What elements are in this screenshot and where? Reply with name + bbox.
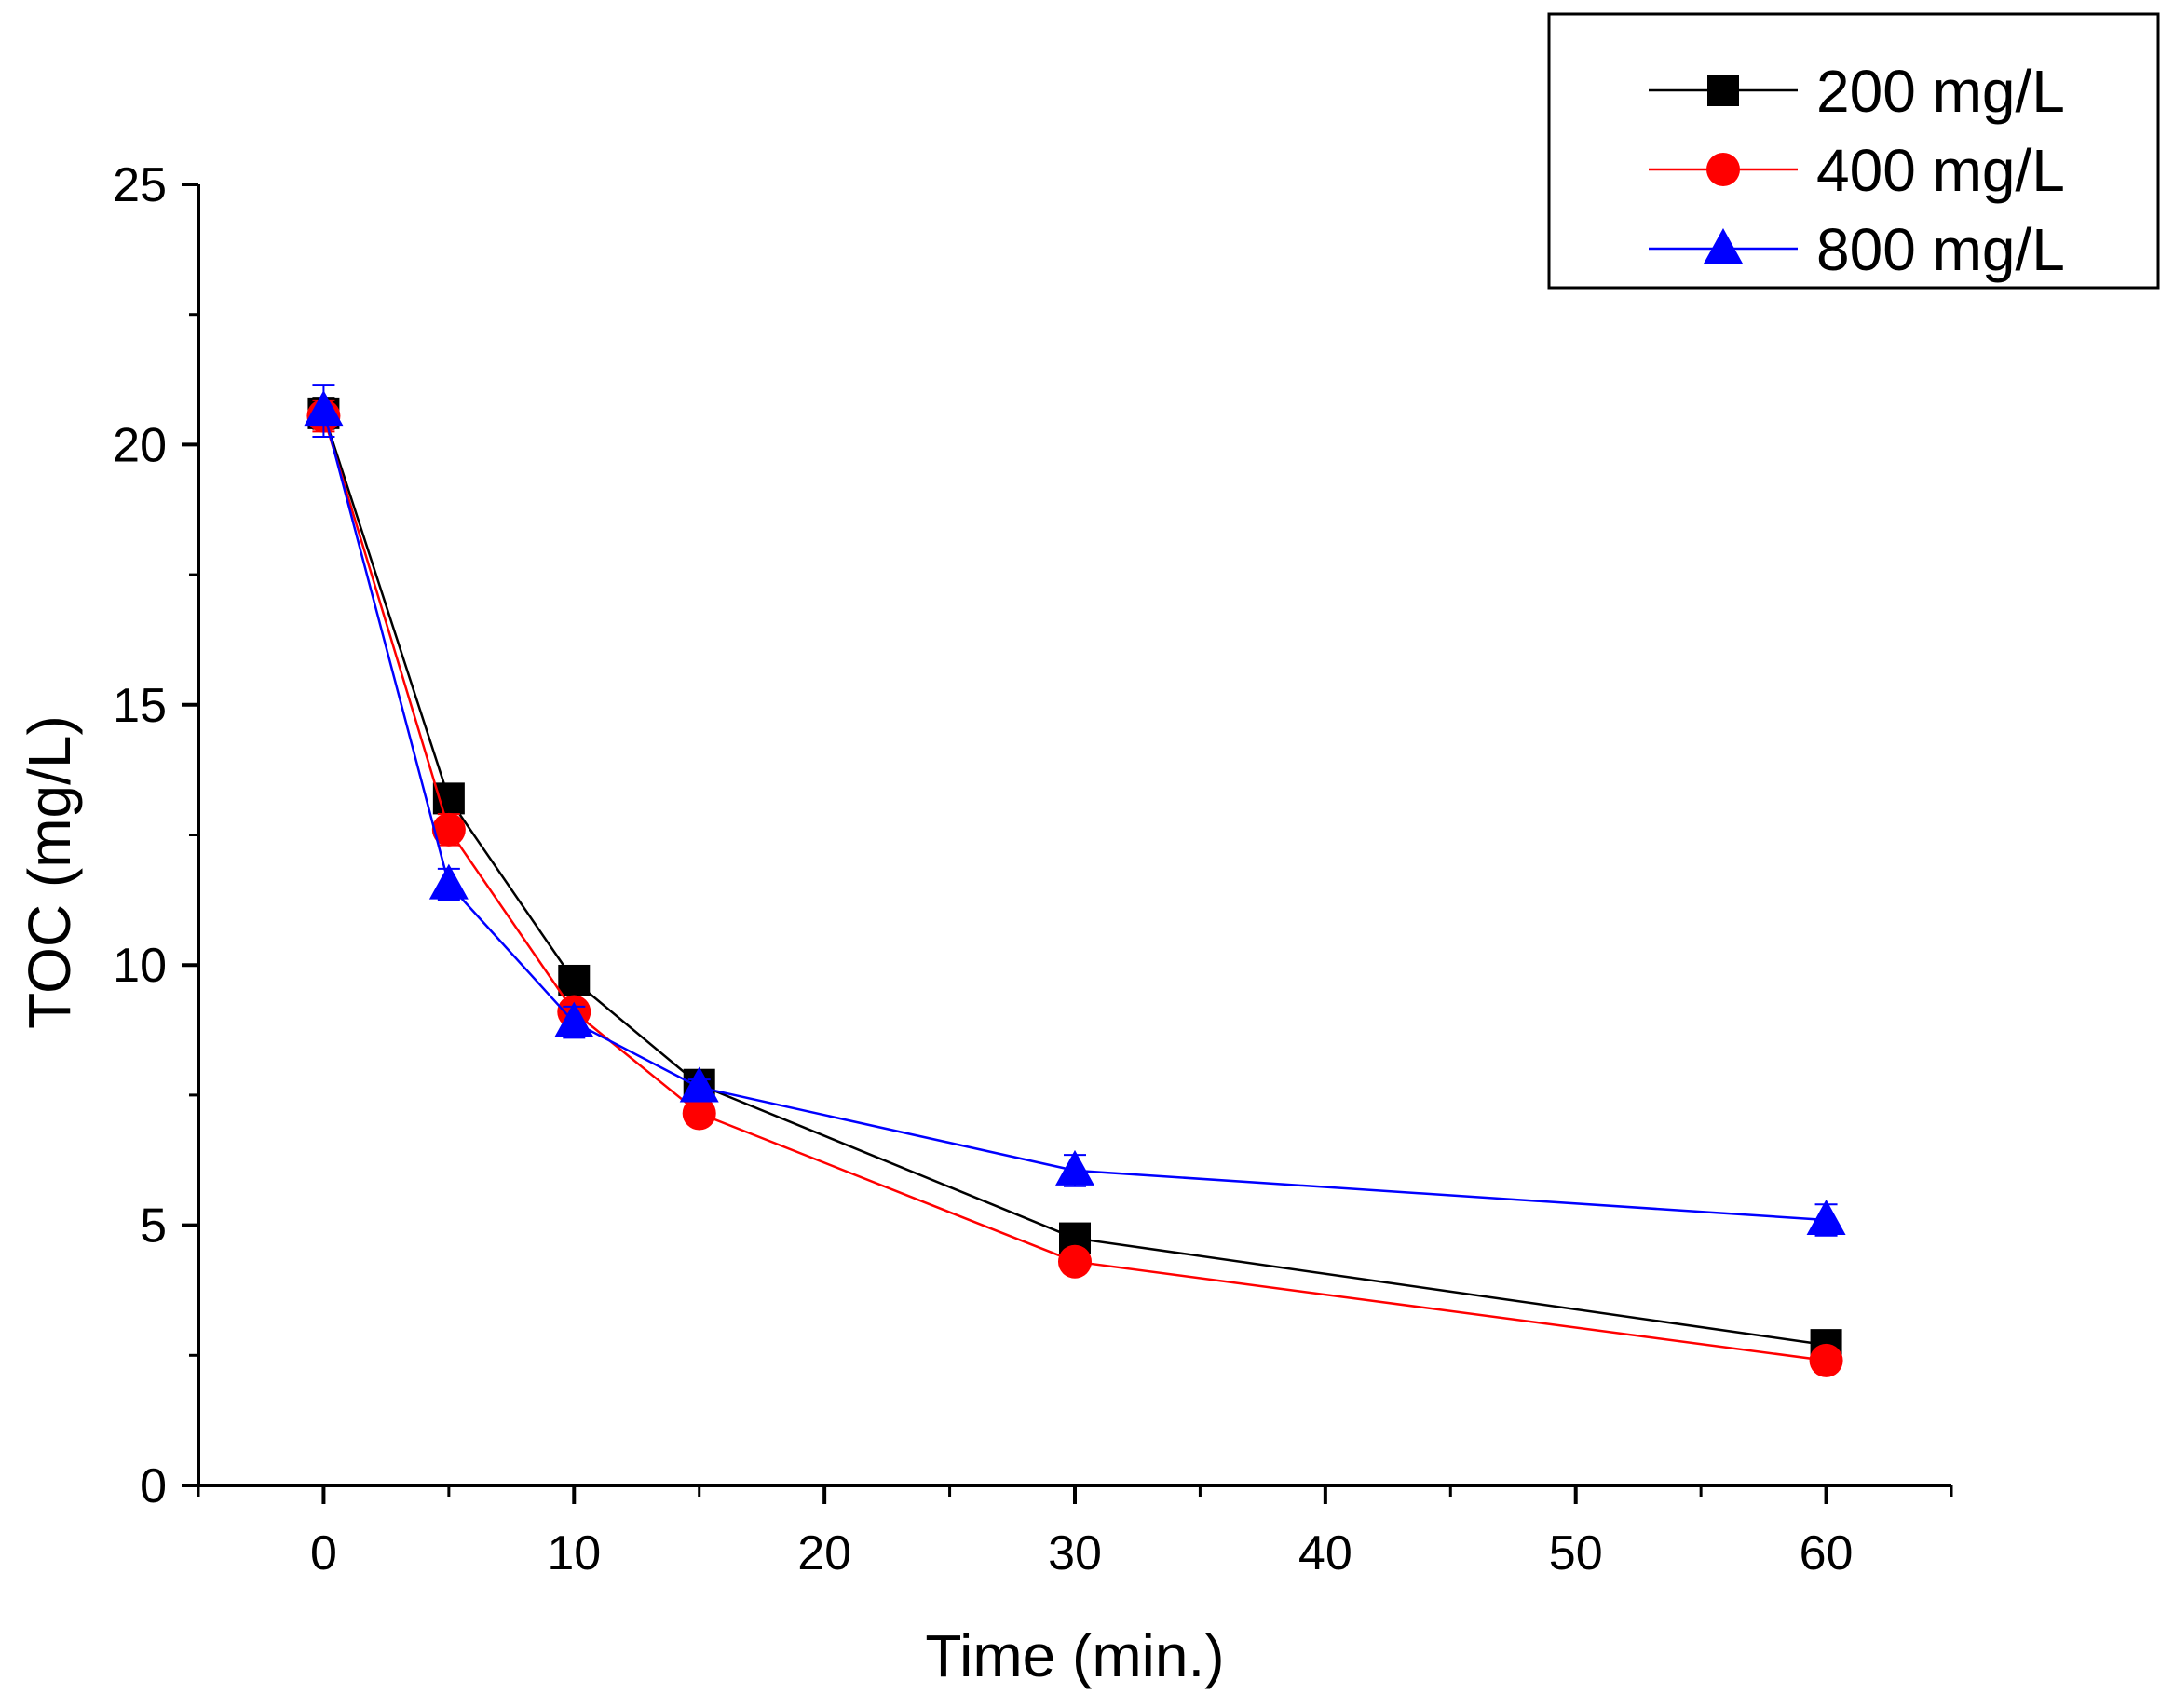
data-point [1809, 1343, 1843, 1377]
data-point [432, 782, 465, 815]
series-line [322, 413, 1827, 1347]
data-point [1058, 1244, 1092, 1279]
x-axis-title: Time (min.) [925, 1622, 1224, 1689]
series-2 [304, 384, 1846, 1237]
legend-label: 400 mg/L [1816, 137, 2065, 204]
y-tick-label: 20 [113, 418, 167, 472]
y-tick-label: 15 [113, 679, 167, 733]
legend-label: 800 mg/L [1816, 216, 2065, 283]
y-axis-title: TOC (mg/L) [16, 715, 83, 1029]
series-0 [307, 397, 1842, 1362]
x-tick-label: 50 [1549, 1526, 1603, 1580]
legend-box [1547, 12, 2160, 290]
x-tick-label: 40 [1298, 1526, 1352, 1580]
y-tick-label: 5 [140, 1200, 167, 1254]
legend-marker [1706, 153, 1740, 186]
series-line [322, 410, 1827, 1222]
legend-label: 200 mg/L [1816, 58, 2065, 125]
data-point [554, 1001, 594, 1037]
legend-marker [1704, 228, 1743, 264]
data-point [304, 390, 344, 427]
data-point [1055, 1149, 1094, 1186]
data-point [558, 964, 591, 996]
x-tick-label: 30 [1048, 1526, 1102, 1580]
y-tick-label: 25 [113, 158, 167, 212]
x-tick-label: 60 [1800, 1526, 1854, 1580]
x-tick-label: 20 [797, 1526, 851, 1580]
y-tick-label: 0 [140, 1459, 167, 1513]
data-point [431, 812, 466, 847]
legend: 200 mg/L 400 mg/L 800 mg/L [1547, 12, 2160, 290]
axes: 0 5 10 15 20 25 0 10 20 30 40 50 60 [113, 158, 1953, 1580]
legend-marker [1707, 75, 1739, 106]
x-tick-label: 10 [547, 1526, 601, 1580]
data-point [428, 863, 469, 900]
x-tick-label: 0 [310, 1526, 337, 1580]
data-point [682, 1096, 716, 1131]
series-layer [304, 384, 1846, 1377]
data-point [679, 1066, 719, 1103]
series-line [322, 415, 1827, 1362]
y-tick-label: 10 [113, 939, 167, 993]
data-point [1806, 1200, 1846, 1236]
